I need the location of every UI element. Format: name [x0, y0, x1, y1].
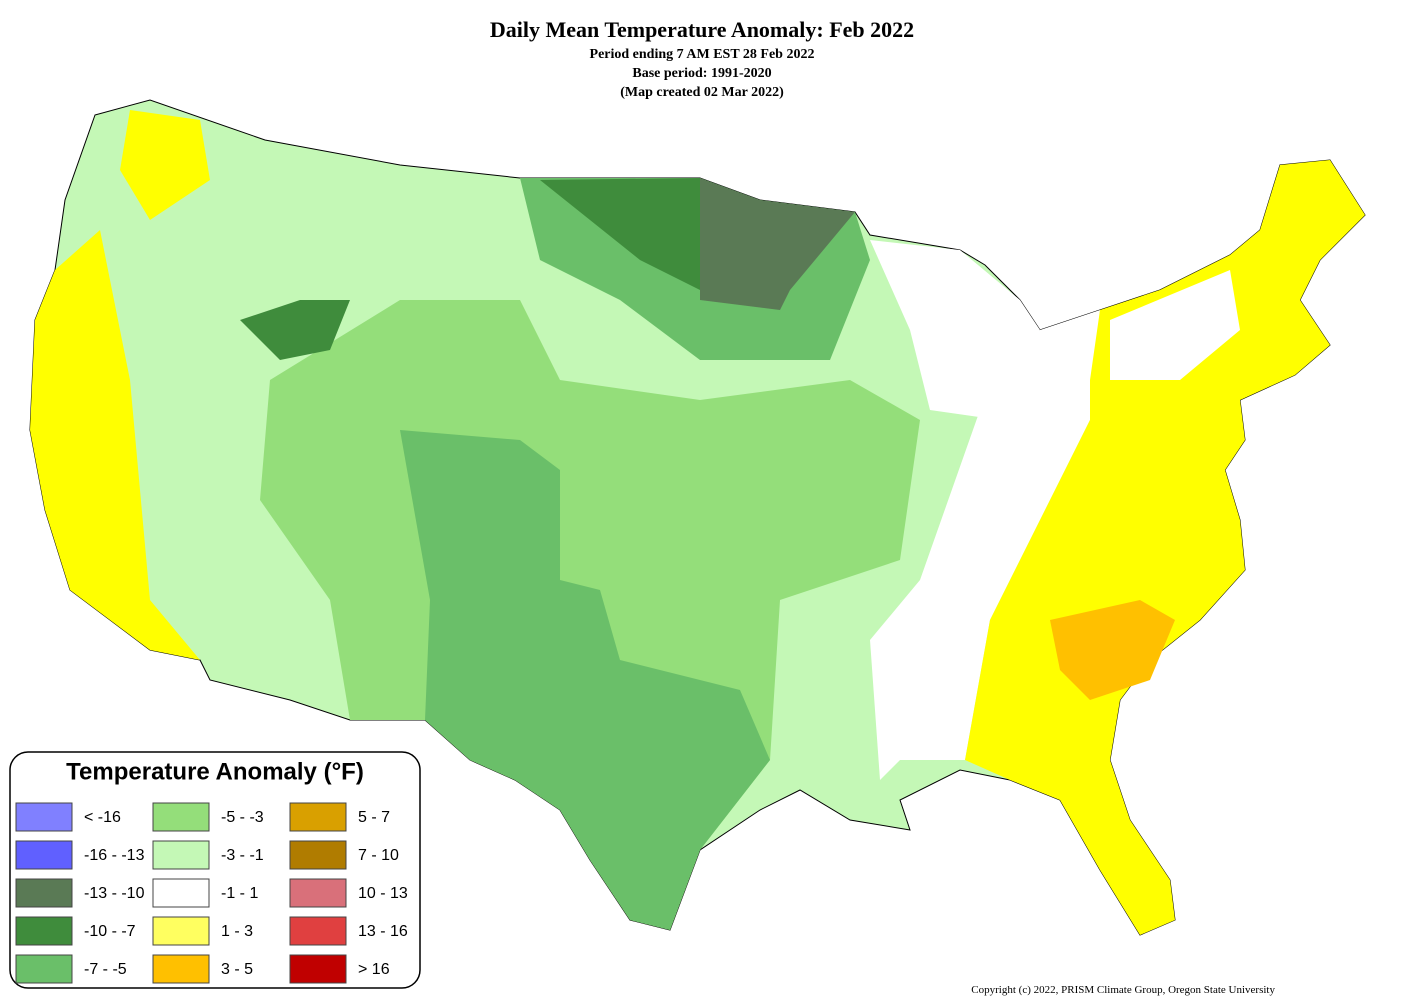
legend-label: > 16: [358, 961, 390, 978]
region: [30, 230, 200, 660]
legend-label: -7 - -5: [84, 961, 127, 978]
legend-swatch: [152, 840, 210, 870]
legend-swatch: [152, 916, 210, 946]
legend-label: 10 - 13: [358, 885, 408, 902]
legend-label: < -16: [84, 809, 121, 826]
legend-label: 7 - 10: [358, 847, 399, 864]
legend-swatch: [15, 840, 73, 870]
legend-title: Temperature Anomaly (°F): [66, 758, 364, 785]
legend-label: -5 - -3: [221, 809, 264, 826]
legend-swatch: [152, 954, 210, 984]
legend-swatch: [289, 840, 347, 870]
legend-label: 13 - 16: [358, 923, 408, 940]
legend-label: 1 - 3: [221, 923, 253, 940]
legend-swatch: [289, 878, 347, 908]
region: [400, 430, 770, 930]
legend-swatch: [15, 878, 73, 908]
legend-swatch: [15, 916, 73, 946]
region: [120, 110, 210, 220]
legend-label: 3 - 5: [221, 961, 253, 978]
legend-label: -13 - -10: [84, 885, 145, 902]
subtitle: (Map created 02 Mar 2022): [620, 85, 784, 100]
legend-swatch: [152, 802, 210, 832]
region: [1050, 600, 1175, 700]
copyright: Copyright (c) 2022, PRISM Climate Group,…: [971, 984, 1275, 996]
legend-box: [9, 751, 421, 989]
legend-swatch: [289, 916, 347, 946]
legend-label: 5 - 7: [358, 809, 390, 826]
region: [240, 300, 350, 360]
region: [700, 178, 855, 310]
legend-swatch: [289, 954, 347, 984]
subtitle: Period ending 7 AM EST 28 Feb 2022: [590, 47, 815, 62]
legend-label: -16 - -13: [84, 847, 145, 864]
us-map: [29, 99, 1366, 936]
region: [540, 178, 700, 290]
region: [1110, 270, 1240, 380]
region: [965, 160, 1365, 935]
legend-swatch: [15, 954, 73, 984]
region: [870, 240, 1040, 420]
legend-label: -10 - -7: [84, 923, 136, 940]
legend-swatch: [289, 802, 347, 832]
region: [870, 310, 1100, 780]
legend-swatch: [15, 802, 73, 832]
legend-label: -1 - 1: [221, 885, 258, 902]
subtitle: Base period: 1991-2020: [632, 66, 771, 81]
legend-label: -3 - -1: [221, 847, 264, 864]
title: Daily Mean Temperature Anomaly: Feb 2022: [490, 17, 914, 42]
legend-swatch: [152, 878, 210, 908]
legend: < -16 -16 - -13 -13 - -10 -10 - -7 -7 - -5 -5…: [15, 802, 408, 984]
